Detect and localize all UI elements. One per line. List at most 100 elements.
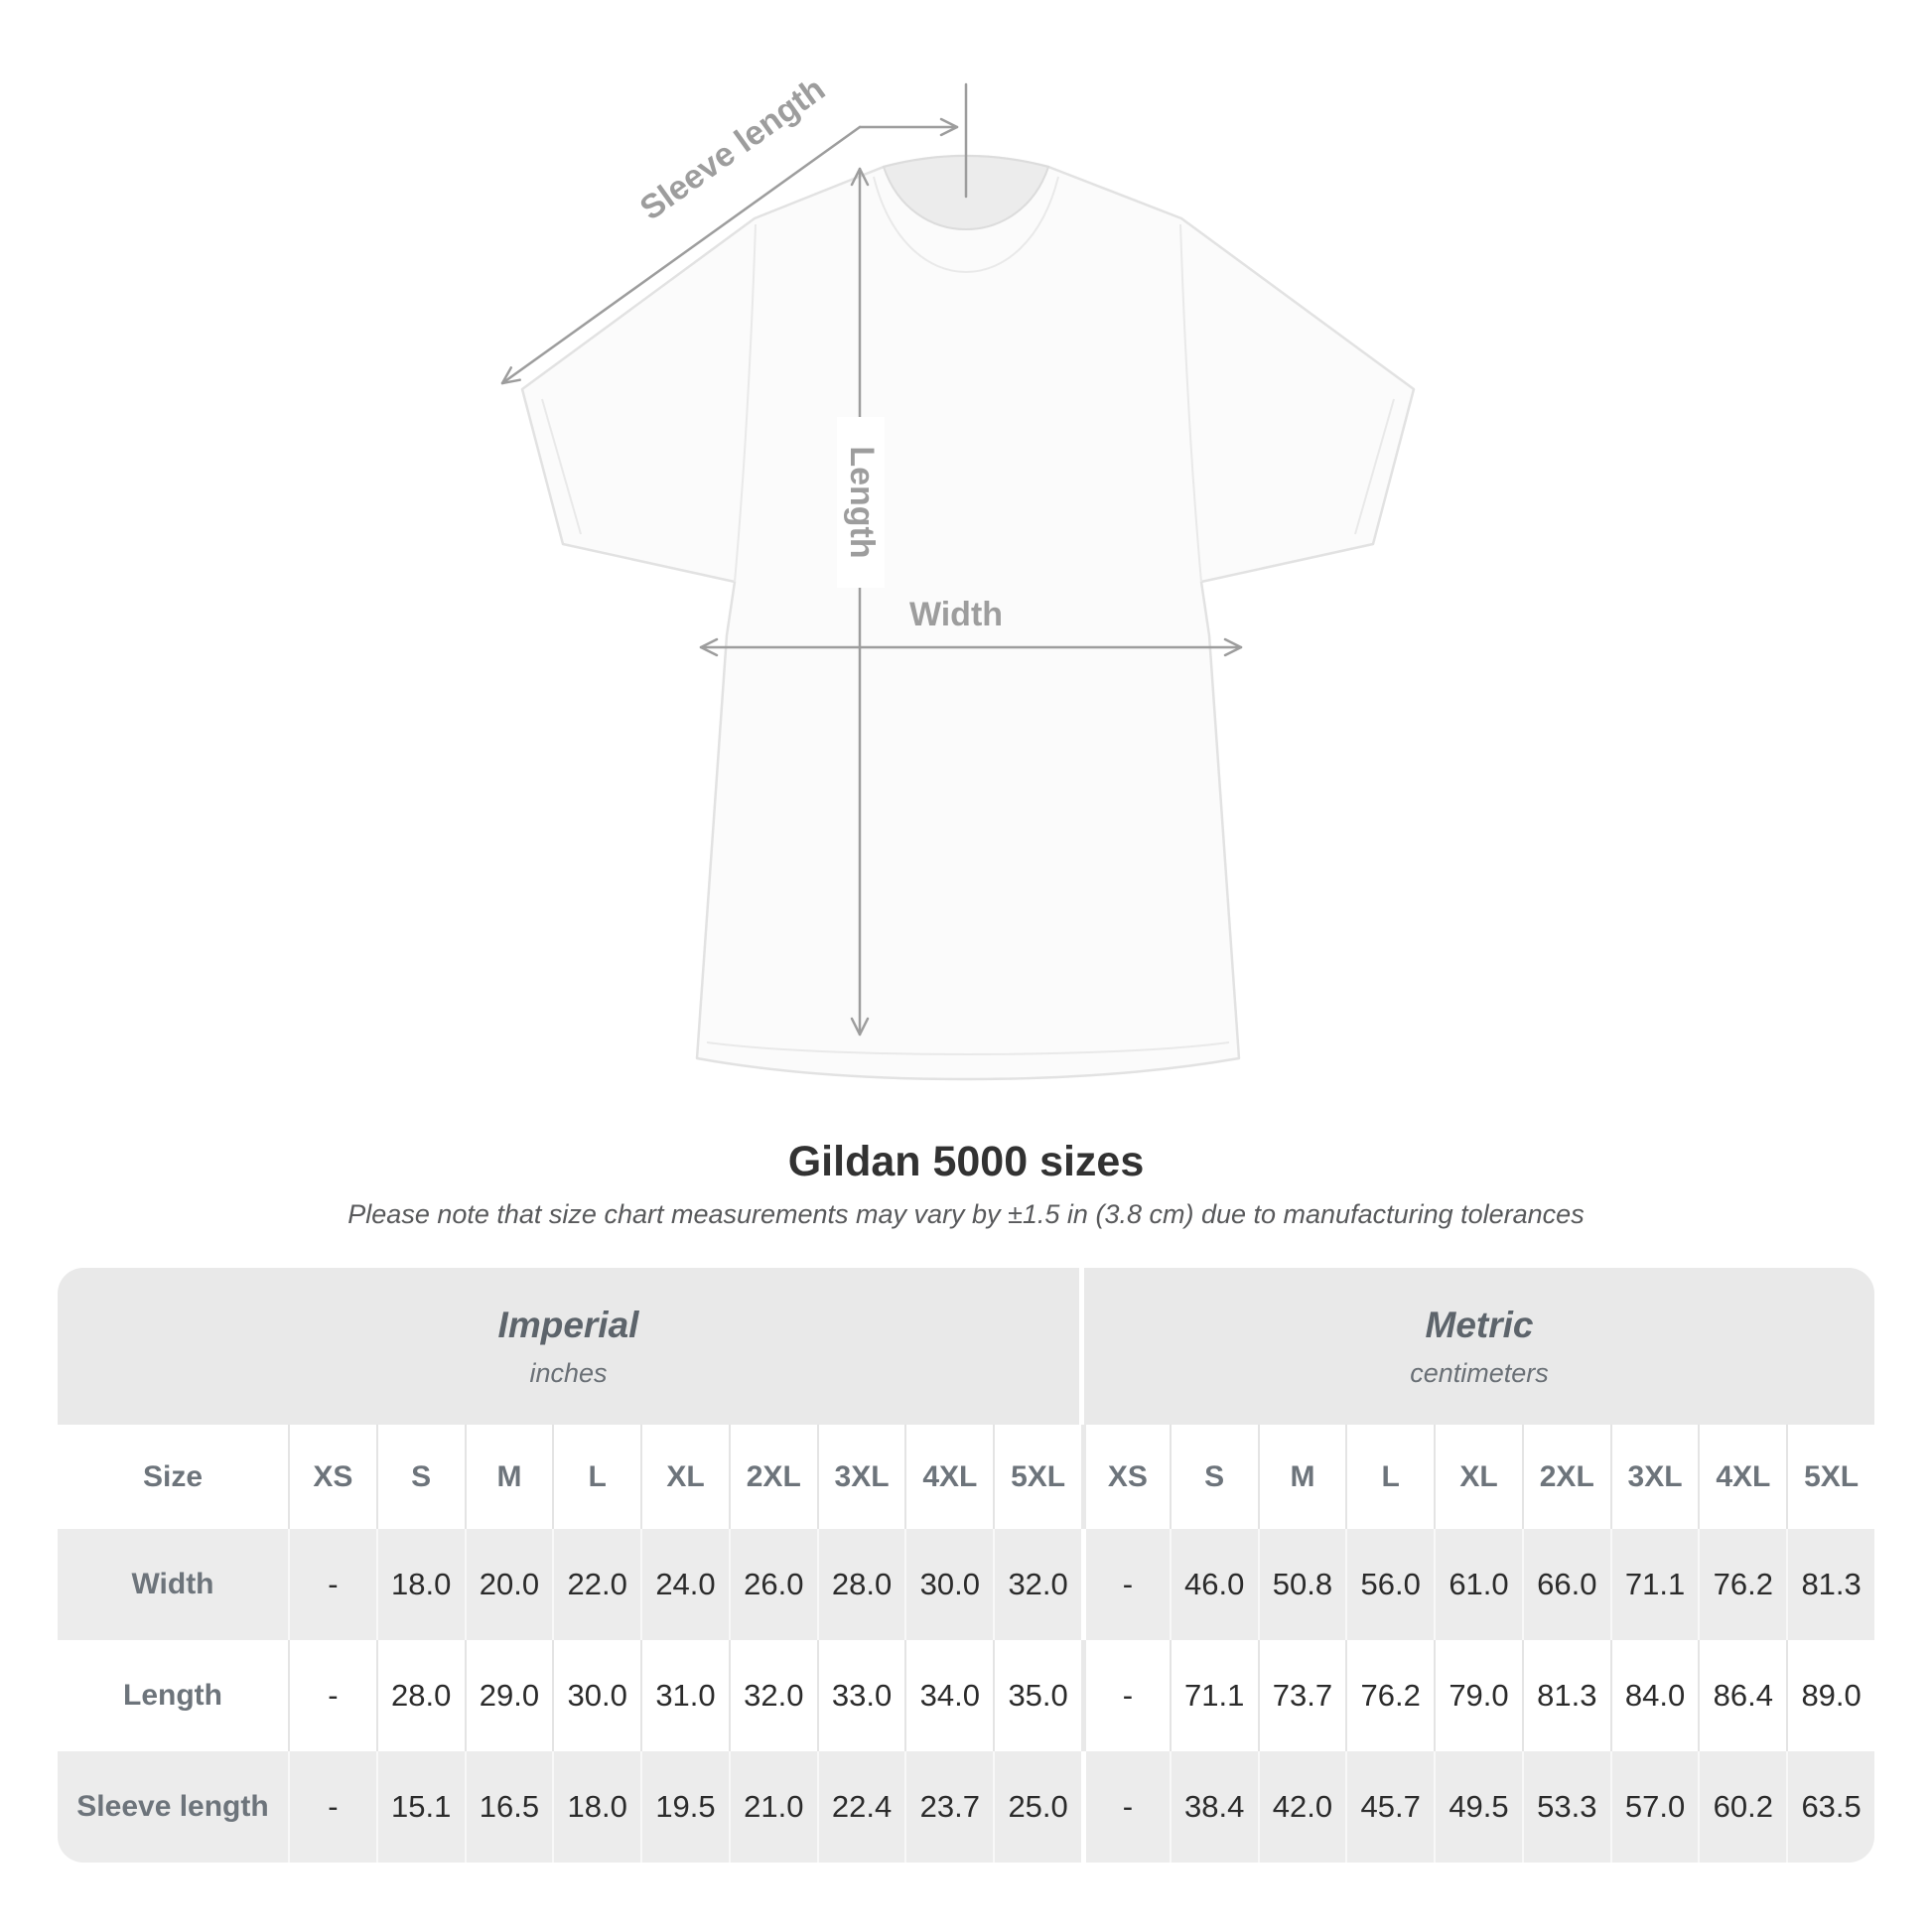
size-column-header: Size xyxy=(58,1425,288,1529)
metric-value-cell: - xyxy=(1081,1751,1170,1863)
metric-value-cell: 53.3 xyxy=(1521,1751,1610,1863)
imperial-size-header: XS xyxy=(288,1425,376,1529)
imperial-value-cell: 22.4 xyxy=(816,1751,905,1863)
metric-unit: centimeters xyxy=(1410,1357,1549,1388)
metric-value-cell: 66.0 xyxy=(1521,1529,1610,1640)
metric-value-cell: 61.0 xyxy=(1434,1529,1522,1640)
left-sleeve-seam xyxy=(734,223,757,583)
imperial-size-header: 3XL xyxy=(816,1425,905,1529)
metric-size-header: 4XL xyxy=(1698,1425,1787,1529)
right-sleeve-seam xyxy=(1179,223,1202,583)
metric-value-cell: 86.4 xyxy=(1698,1640,1787,1751)
sleeve-length-line xyxy=(500,125,862,385)
size-table: Imperial inches Metric centimeters Size X… xyxy=(58,1268,1874,1863)
imperial-unit: inches xyxy=(529,1357,608,1388)
metric-size-header: XL xyxy=(1434,1425,1522,1529)
metric-value-cell: 56.0 xyxy=(1345,1529,1435,1640)
metric-value-cell: 73.7 xyxy=(1257,1640,1346,1751)
metric-value-cell: 49.5 xyxy=(1434,1751,1522,1863)
length-label-backdrop xyxy=(837,417,885,588)
table-row: Length -28.0 29.0 30.0 31.0 32.0 33.0 34.0 35.0-… xyxy=(58,1640,1874,1751)
imperial-value-cell: 25.0 xyxy=(993,1751,1081,1863)
metric-size-header: 5XL xyxy=(1786,1425,1874,1529)
imperial-value-cell: 19.5 xyxy=(640,1751,729,1863)
imperial-size-header: 4XL xyxy=(904,1425,994,1529)
measurement-row-label: Width xyxy=(58,1529,288,1640)
metric-value-cell: 76.2 xyxy=(1345,1640,1435,1751)
imperial-value-cell: - xyxy=(288,1640,376,1751)
imperial-size-header: XL xyxy=(640,1425,729,1529)
sleeve-length-arrowhead xyxy=(500,366,521,385)
metric-value-cell: 63.5 xyxy=(1786,1751,1874,1863)
left-sleeve-hem xyxy=(541,398,582,535)
size-table-body: Size XS S M L XL 2XL 3XL 4XL 5XL XS S M L XL 2XL 3XL 4XL 5… xyxy=(58,1425,1874,1863)
unit-section-row: Imperial inches Metric centimeters xyxy=(58,1268,1874,1425)
imperial-value-cell: 32.0 xyxy=(993,1529,1081,1640)
imperial-size-header: S xyxy=(375,1425,465,1529)
imperial-size-header: M xyxy=(464,1425,553,1529)
metric-value-cell: 76.2 xyxy=(1698,1529,1787,1640)
imperial-value-cell: 28.0 xyxy=(816,1529,905,1640)
collar-seam xyxy=(873,176,1059,273)
imperial-value-cell: 30.0 xyxy=(904,1529,994,1640)
tshirt-measurement-diagram: Sleeve length Length Width xyxy=(500,70,1416,1081)
imperial-section-header: Imperial inches xyxy=(58,1268,1079,1425)
metric-value-cell: 38.4 xyxy=(1169,1751,1258,1863)
metric-value-cell: 45.7 xyxy=(1345,1751,1435,1863)
metric-size-header: 3XL xyxy=(1609,1425,1699,1529)
imperial-value-cell: 18.0 xyxy=(375,1529,465,1640)
width-label: Width xyxy=(909,596,1003,633)
metric-size-header: L xyxy=(1345,1425,1435,1529)
metric-title: Metric xyxy=(1425,1304,1534,1345)
imperial-value-cell: 20.0 xyxy=(464,1529,553,1640)
imperial-value-cell: 18.0 xyxy=(552,1751,641,1863)
length-bottom-arrowhead xyxy=(850,1017,870,1036)
metric-value-cell: 84.0 xyxy=(1609,1640,1699,1751)
metric-value-cell: 50.8 xyxy=(1257,1529,1346,1640)
metric-size-header: S xyxy=(1169,1425,1258,1529)
table-row: Sleeve length -15.1 16.5 18.0 19.5 21.0 22.4 23… xyxy=(58,1751,1874,1863)
imperial-value-cell: - xyxy=(288,1529,376,1640)
tolerance-note: Please note that size chart measurements… xyxy=(347,1199,1585,1229)
metric-section-header: Metric centimeters xyxy=(1084,1268,1874,1425)
imperial-value-cell: 23.7 xyxy=(904,1751,994,1863)
bottom-hem-stitch xyxy=(706,1041,1230,1055)
table-row: Size XS S M L XL 2XL 3XL 4XL 5XL XS S M L XL 2XL 3XL 4XL 5… xyxy=(58,1425,1874,1529)
tshirt-graphic xyxy=(520,154,1416,1081)
table-row: Width -18.0 20.0 22.0 24.0 26.0 28.0 30.0 32.0-4… xyxy=(58,1529,1874,1640)
metric-size-header: M xyxy=(1257,1425,1346,1529)
imperial-size-header: 5XL xyxy=(993,1425,1081,1529)
imperial-value-cell: - xyxy=(288,1751,376,1863)
length-label: Length xyxy=(843,446,881,558)
width-right-arrowhead xyxy=(1223,637,1243,657)
imperial-size-header: L xyxy=(552,1425,641,1529)
metric-value-cell: 81.3 xyxy=(1521,1640,1610,1751)
metric-value-cell: 42.0 xyxy=(1257,1751,1346,1863)
metric-value-cell: 71.1 xyxy=(1609,1529,1699,1640)
page-title: Gildan 5000 sizes xyxy=(787,1138,1145,1185)
metric-value-cell: - xyxy=(1081,1529,1170,1640)
sleeve-horizontal-arrowhead xyxy=(939,117,959,137)
measurement-row-label: Length xyxy=(58,1640,288,1751)
length-top-arrowhead xyxy=(850,167,870,187)
imperial-value-cell: 16.5 xyxy=(464,1751,553,1863)
imperial-value-cell: 33.0 xyxy=(816,1640,905,1751)
metric-value-cell: 81.3 xyxy=(1786,1529,1874,1640)
imperial-size-header: 2XL xyxy=(728,1425,817,1529)
imperial-title: Imperial xyxy=(497,1304,639,1345)
metric-value-cell: 57.0 xyxy=(1609,1751,1699,1863)
imperial-value-cell: 35.0 xyxy=(993,1640,1081,1751)
imperial-value-cell: 28.0 xyxy=(375,1640,465,1751)
metric-value-cell: 60.2 xyxy=(1698,1751,1787,1863)
metric-value-cell: 79.0 xyxy=(1434,1640,1522,1751)
imperial-value-cell: 24.0 xyxy=(640,1529,729,1640)
width-left-arrowhead xyxy=(699,637,719,657)
imperial-value-cell: 30.0 xyxy=(552,1640,641,1751)
metric-value-cell: 89.0 xyxy=(1786,1640,1874,1751)
imperial-value-cell: 21.0 xyxy=(728,1751,817,1863)
metric-size-header: XS xyxy=(1081,1425,1170,1529)
metric-size-header: 2XL xyxy=(1521,1425,1610,1529)
imperial-value-cell: 15.1 xyxy=(375,1751,465,1863)
metric-value-cell: - xyxy=(1081,1640,1170,1751)
